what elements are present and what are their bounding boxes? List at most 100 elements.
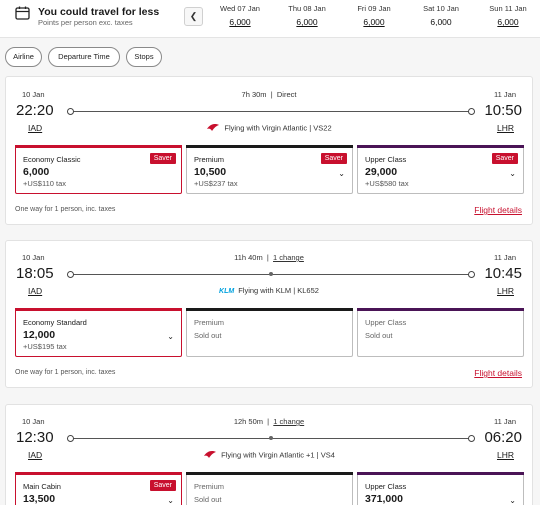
fare-option-upper-class: Upper Class Sold out xyxy=(357,308,524,357)
duration-text: 12h 50m xyxy=(233,417,263,426)
fare-option-main-cabin[interactable]: Main Cabin Saver 13,500 ⌄ xyxy=(15,472,182,505)
date-label: Fri 09 Jan xyxy=(357,4,391,13)
flight-duration: 11h 40m | 1 change xyxy=(234,253,304,262)
departure-date: 10 Jan xyxy=(22,253,45,262)
departure-date: 10 Jan xyxy=(22,417,45,426)
operator-text: Flying with Virgin Atlantic +1 | VS4 xyxy=(221,450,335,460)
date-option[interactable]: Sun 11 Jan 6,000 xyxy=(476,4,540,27)
cabin-name: Upper Class xyxy=(365,482,407,491)
virgin-atlantic-logo xyxy=(203,450,217,461)
flight-card: 10 Jan 11 Jan 7h 30m | Direct 22:20 10:5… xyxy=(5,76,533,225)
cabin-name: Main Cabin xyxy=(23,482,61,491)
stops-link[interactable]: 1 change xyxy=(273,253,304,262)
arrival-time: 06:20 xyxy=(484,429,522,446)
date-points: 6,000 xyxy=(363,17,385,27)
fare-points: 6,000 xyxy=(23,166,50,178)
sold-out-text: Sold out xyxy=(194,495,222,504)
fare-option-economy[interactable]: Economy Classic Saver 6,000 +US$110 tax xyxy=(15,145,182,194)
departure-date: 10 Jan xyxy=(22,90,45,99)
fare-points: 371,000 xyxy=(365,493,403,505)
fare-option-upper-class[interactable]: Upper Class 371,000 ⌄ xyxy=(357,472,524,505)
saver-badge: Saver xyxy=(149,153,176,164)
date-points: 6,000 xyxy=(296,17,318,27)
fare-tax: +US$110 tax xyxy=(23,179,67,188)
date-option-selected[interactable]: Sat 10 Jan 6,000 xyxy=(409,4,473,27)
date-option[interactable]: Thu 08 Jan 6,000 xyxy=(275,4,339,27)
arrival-date: 11 Jan xyxy=(494,253,516,262)
promo-title: You could travel for less xyxy=(38,6,160,18)
arrival-time: 10:45 xyxy=(484,265,522,282)
arrival-date: 11 Jan xyxy=(494,417,516,426)
fare-option-premium[interactable]: Premium Saver 10,500 +US$237 tax ⌄ xyxy=(186,145,353,194)
operator-text: Flying with KLM | KL652 xyxy=(238,286,319,295)
operator: Flying with Virgin Atlantic | VS22 xyxy=(6,123,532,134)
filter-departure-time[interactable]: Departure Time xyxy=(48,47,120,67)
operator: KLM Flying with KLM | KL652 xyxy=(6,286,532,295)
departure-airport[interactable]: IAD xyxy=(28,123,43,133)
arrival-date: 11 Jan xyxy=(494,90,516,99)
duration-text: 11h 40m xyxy=(234,253,263,262)
departure-time: 18:05 xyxy=(16,265,54,282)
cabin-name: Premium xyxy=(194,155,225,164)
chevron-down-icon[interactable]: ⌄ xyxy=(167,496,174,505)
sold-out-text: Sold out xyxy=(365,331,393,340)
flight-card: 10 Jan 11 Jan 11h 40m | 1 change 18:05 1… xyxy=(5,240,533,388)
flight-duration: 7h 30m | Direct xyxy=(241,90,297,99)
date-option[interactable]: Fri 09 Jan 6,000 xyxy=(342,4,406,27)
departure-airport[interactable]: IAD xyxy=(28,286,43,296)
operator: Flying with Virgin Atlantic +1 | VS4 xyxy=(6,450,532,461)
cabin-name: Upper Class xyxy=(365,155,407,164)
chevron-down-icon[interactable]: ⌄ xyxy=(167,332,174,341)
flight-details-link[interactable]: Flight details xyxy=(474,205,522,215)
date-points: 6,000 xyxy=(430,17,452,27)
calendar-icon xyxy=(15,6,30,20)
fare-tax: +US$580 tax xyxy=(365,179,409,188)
duration-text: 7h 30m xyxy=(241,90,267,99)
departure-time: 12:30 xyxy=(16,429,54,446)
fare-option-premium: Premium Sold out xyxy=(186,472,353,505)
previous-dates-button[interactable]: ❮ xyxy=(184,7,203,26)
arrival-time: 10:50 xyxy=(484,102,522,119)
flight-duration: 12h 50m | 1 change xyxy=(233,417,305,426)
chevron-down-icon[interactable]: ⌄ xyxy=(509,169,516,178)
chevron-down-icon[interactable]: ⌄ xyxy=(338,169,345,178)
route-line xyxy=(67,435,475,442)
chevron-left-icon: ❮ xyxy=(189,11,198,21)
stops-link[interactable]: 1 change xyxy=(273,417,305,426)
date-label: Sun 11 Jan xyxy=(489,4,527,13)
saver-badge: Saver xyxy=(149,480,176,491)
filter-stops[interactable]: Stops xyxy=(126,47,162,67)
sold-out-text: Sold out xyxy=(194,331,222,340)
fare-points: 13,500 xyxy=(23,493,56,505)
cabin-name: Economy Standard xyxy=(23,318,87,327)
arrival-airport[interactable]: LHR xyxy=(496,450,514,460)
fare-note: One way for 1 person, inc. taxes xyxy=(15,369,116,376)
fare-points: 12,000 xyxy=(23,329,56,341)
filter-airline[interactable]: Airline xyxy=(5,47,42,67)
flight-details-link[interactable]: Flight details xyxy=(474,368,522,378)
saver-badge: Saver xyxy=(320,153,347,164)
fare-option-premium: Premium Sold out xyxy=(186,308,353,357)
cabin-name: Premium xyxy=(194,318,225,327)
cabin-name: Premium xyxy=(194,482,225,491)
departure-time: 22:20 xyxy=(16,102,54,119)
route-line xyxy=(67,271,475,278)
fare-option-upper-class[interactable]: Upper Class Saver 29,000 +US$580 tax ⌄ xyxy=(357,145,524,194)
flight-card: 10 Jan 11 Jan 12h 50m | 1 change 12:30 0… xyxy=(5,404,533,505)
stops-text: Direct xyxy=(276,90,297,99)
date-points: 6,000 xyxy=(497,17,519,27)
date-option[interactable]: Wed 07 Jan 6,000 xyxy=(208,4,272,27)
chevron-down-icon[interactable]: ⌄ xyxy=(509,496,516,505)
departure-airport[interactable]: IAD xyxy=(28,450,43,460)
saver-badge: Saver xyxy=(491,153,518,164)
route-line xyxy=(67,108,475,115)
fare-option-economy[interactable]: Economy Standard 12,000 +US$195 tax ⌄ xyxy=(15,308,182,357)
date-points: 6,000 xyxy=(229,17,251,27)
cabin-name: Economy Classic xyxy=(23,155,81,164)
fare-points: 10,500 xyxy=(194,166,227,178)
promo-subtitle: Points per person exc. taxes xyxy=(38,18,133,27)
arrival-airport[interactable]: LHR xyxy=(496,123,514,133)
arrival-airport[interactable]: LHR xyxy=(496,286,514,296)
date-label: Thu 08 Jan xyxy=(288,4,326,13)
